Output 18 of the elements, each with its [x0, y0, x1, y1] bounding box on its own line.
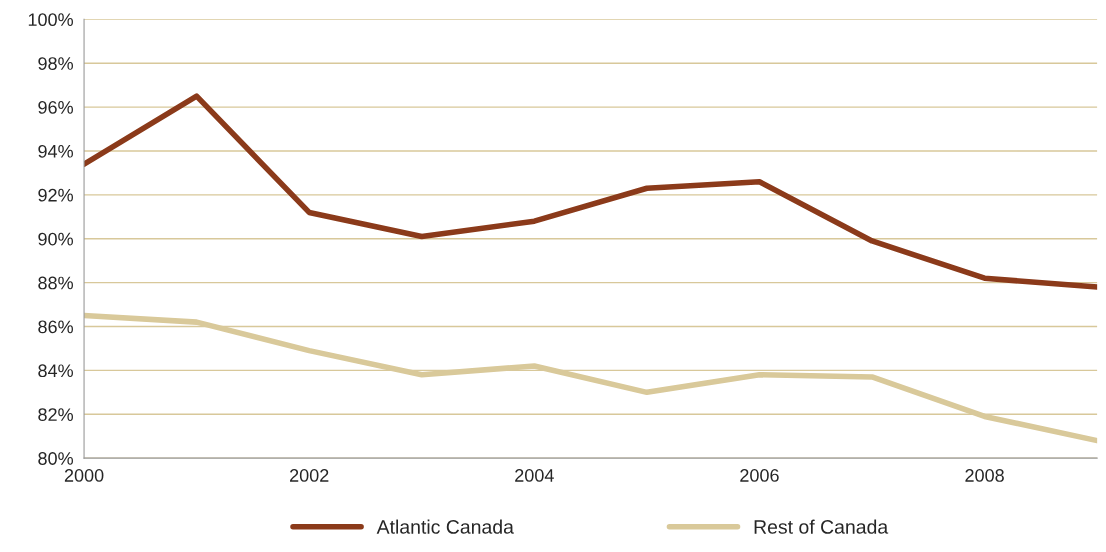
x-tick-label: 2006	[740, 469, 779, 482]
y-tick-label: 96%	[38, 101, 73, 114]
y-tick-label: 90%	[38, 232, 73, 246]
legend-label: Rest of Canada	[754, 519, 889, 534]
x-tick-label: 2000	[64, 469, 104, 482]
x-tick-label: 2002	[290, 469, 329, 482]
y-tick-label: 84%	[38, 364, 73, 378]
y-tick-label: 92%	[38, 188, 73, 202]
y-tick-label: 94%	[38, 144, 73, 158]
y-tick-label: 86%	[38, 320, 73, 334]
y-tick-label: 82%	[38, 408, 73, 421]
y-tick-label: 98%	[38, 57, 73, 70]
x-tick-label: 2008	[965, 469, 1004, 482]
y-tick-label: 100%	[28, 13, 73, 27]
y-tick-label: 80%	[38, 452, 73, 465]
x-tick-label: 2004	[515, 469, 554, 482]
y-tick-label: 88%	[38, 276, 73, 290]
legend-label: Atlantic Canada	[376, 519, 514, 534]
